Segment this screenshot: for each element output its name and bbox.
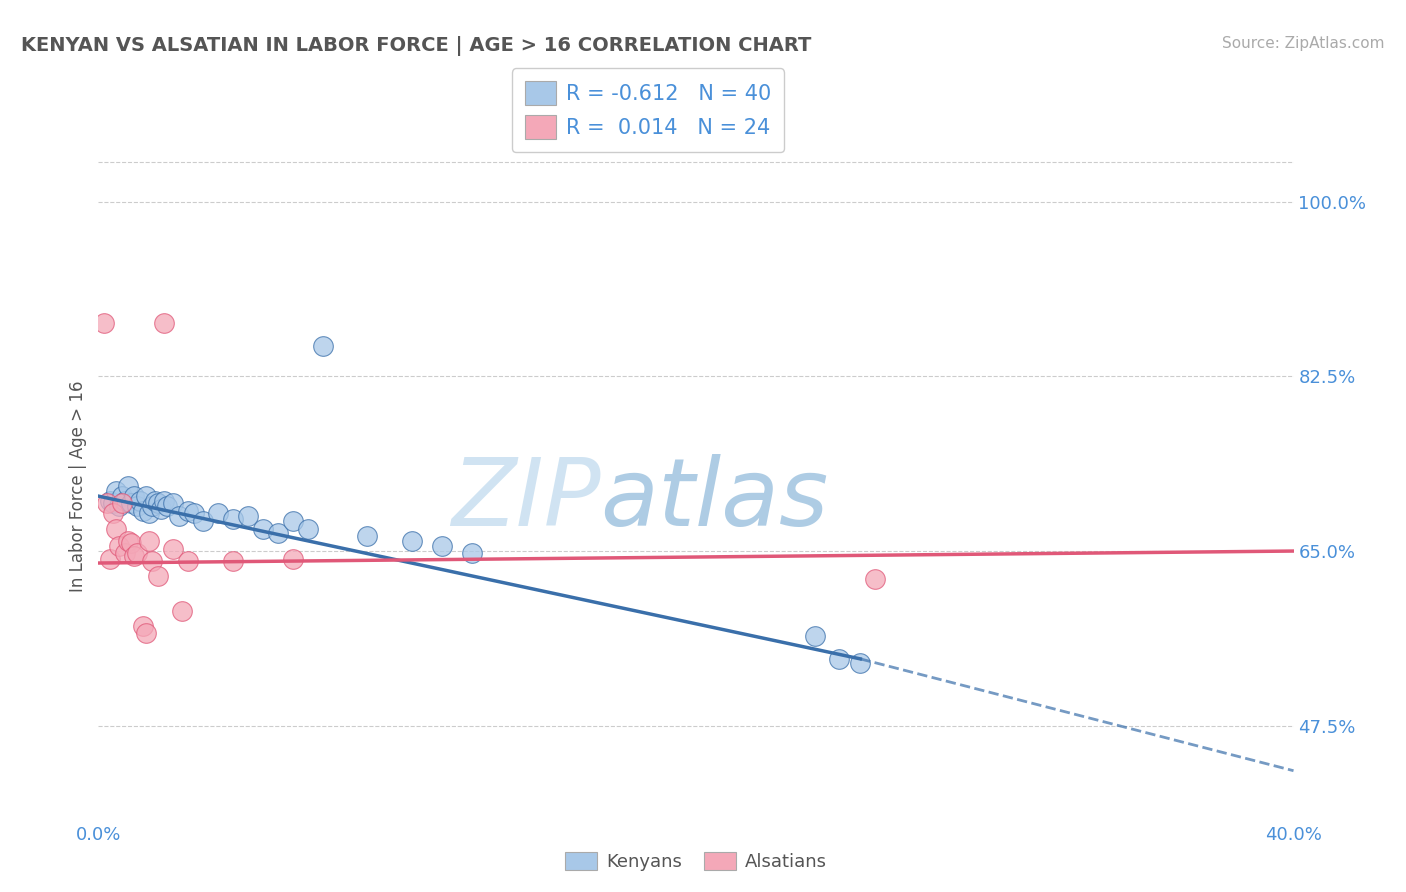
Point — [311, 339, 333, 353]
Point — [281, 514, 304, 528]
Point — [127, 546, 149, 560]
Point — [98, 494, 122, 508]
Text: atlas: atlas — [600, 454, 828, 545]
Point — [111, 496, 134, 510]
Point — [132, 504, 155, 518]
Point — [108, 539, 131, 553]
Point — [461, 546, 484, 560]
Point — [191, 514, 214, 528]
Point — [267, 526, 290, 541]
Point — [117, 534, 139, 549]
Legend: Kenyans, Alsatians: Kenyans, Alsatians — [557, 845, 835, 879]
Point — [153, 317, 176, 331]
Point — [148, 569, 170, 583]
Point — [117, 479, 139, 493]
Point — [430, 539, 453, 553]
Point — [156, 499, 179, 513]
Point — [108, 499, 131, 513]
Point — [401, 534, 423, 549]
Point — [124, 549, 146, 563]
Point — [865, 572, 887, 586]
Point — [150, 502, 173, 516]
Point — [222, 554, 245, 568]
Point — [804, 629, 827, 643]
Point — [138, 534, 160, 549]
Point — [135, 489, 157, 503]
Point — [114, 546, 136, 560]
Point — [143, 494, 166, 508]
Text: KENYAN VS ALSATIAN IN LABOR FORCE | AGE > 16 CORRELATION CHART: KENYAN VS ALSATIAN IN LABOR FORCE | AGE … — [21, 36, 811, 55]
Point — [167, 509, 190, 524]
Text: ZIP: ZIP — [451, 454, 600, 545]
Point — [281, 552, 304, 566]
Text: Source: ZipAtlas.com: Source: ZipAtlas.com — [1222, 36, 1385, 51]
Point — [252, 522, 274, 536]
Point — [141, 554, 163, 568]
Point — [103, 506, 125, 520]
Point — [177, 554, 200, 568]
Point — [93, 317, 115, 331]
Point — [129, 494, 152, 508]
Point — [356, 529, 378, 543]
Point — [138, 506, 160, 520]
Point — [172, 604, 194, 618]
Point — [105, 484, 128, 499]
Point — [828, 652, 851, 666]
Point — [135, 626, 157, 640]
Point — [98, 552, 122, 566]
Point — [222, 512, 245, 526]
Point — [162, 542, 184, 557]
Point — [132, 619, 155, 633]
Point — [105, 522, 128, 536]
Y-axis label: In Labor Force | Age > 16: In Labor Force | Age > 16 — [69, 380, 87, 592]
Point — [297, 522, 319, 536]
Point — [177, 504, 200, 518]
Point — [148, 496, 170, 510]
Point — [207, 506, 229, 520]
Point — [103, 496, 125, 510]
Point — [127, 499, 149, 513]
Point — [120, 536, 142, 550]
Point — [236, 509, 259, 524]
Point — [162, 496, 184, 510]
Point — [120, 496, 142, 510]
Point — [124, 489, 146, 503]
Point — [849, 656, 872, 670]
Point — [96, 496, 118, 510]
Point — [141, 499, 163, 513]
Point — [183, 506, 205, 520]
Point — [153, 494, 176, 508]
Point — [111, 489, 134, 503]
Point — [114, 494, 136, 508]
